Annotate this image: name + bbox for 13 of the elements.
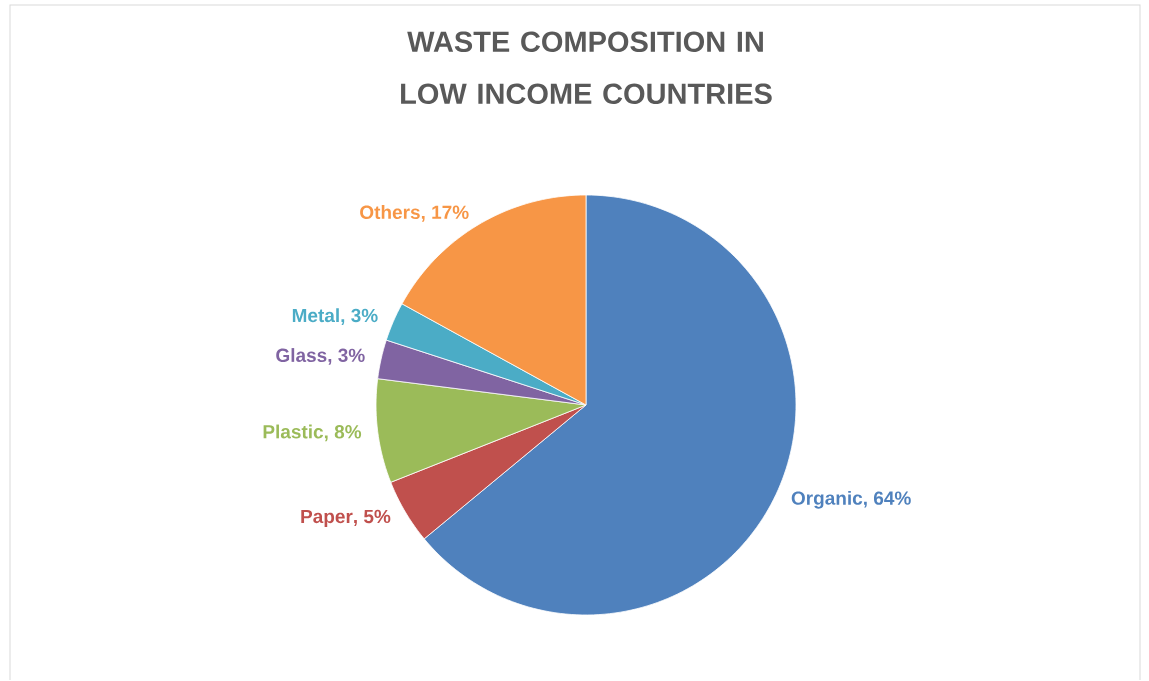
slice-label: Others [360,205,420,220]
data-label: , 17% [421,205,469,222]
chart-title: WASTE COMPOSITION IN LOW INCOME COUNTRIES [401,31,772,105]
data-label: , 3% [341,308,378,326]
data-label: , 8% [324,425,362,442]
data-label: , 5% [354,509,391,527]
slice-label: Glass [276,348,327,363]
slice-label: Plastic [263,424,324,439]
slice-label: Metal [292,308,339,323]
slice-label: Paper [301,510,353,528]
data-label: , 64% [864,491,911,508]
slice-label: Organic [791,491,863,509]
data-label: , 3% [328,348,365,366]
